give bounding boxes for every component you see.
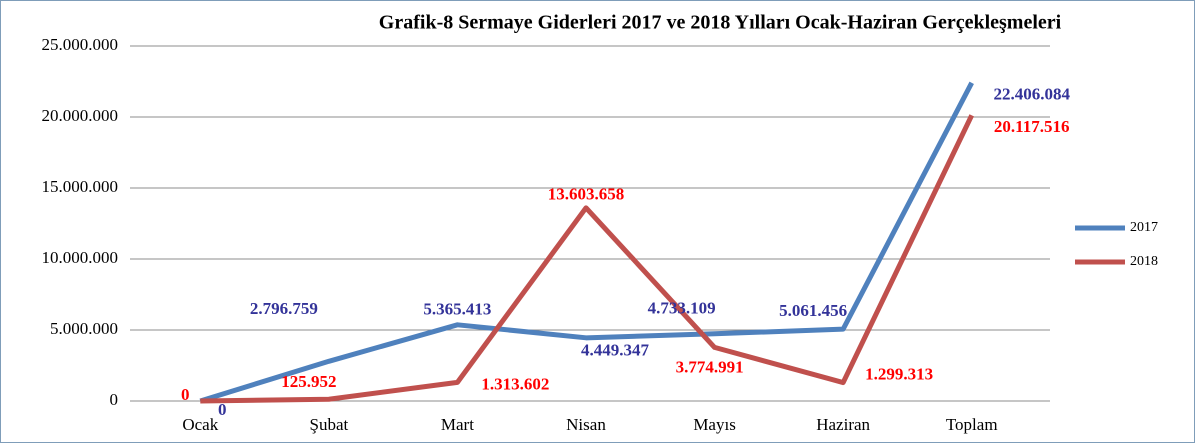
y-tick-label: 15.000.000 (42, 177, 119, 196)
data-label: 4.733.109 (648, 299, 716, 318)
x-tick-label: Nisan (566, 415, 606, 434)
data-label: 125.952 (281, 372, 336, 391)
y-tick-label: 0 (110, 390, 119, 409)
x-tick-label: Toplam (946, 415, 998, 434)
data-label: 1.313.602 (481, 374, 549, 393)
x-tick-label: Şubat (309, 415, 348, 434)
data-label: 20.117.516 (994, 117, 1070, 136)
data-label: 0 (218, 400, 227, 419)
data-label: 3.774.991 (676, 357, 744, 376)
chart-title: Grafik-8 Sermaye Giderleri 2017 ve 2018 … (379, 12, 1062, 34)
data-label: 13.603.658 (548, 185, 625, 204)
x-tick-label: Mart (441, 415, 474, 434)
x-tick-label: Mayıs (693, 415, 736, 434)
data-label: 4.449.347 (581, 341, 650, 360)
legend-label: 2017 (1130, 220, 1158, 235)
legend-label: 2018 (1130, 254, 1158, 269)
y-tick-label: 5.000.000 (50, 319, 118, 338)
data-label: 0 (181, 385, 190, 404)
x-tick-label: Ocak (182, 415, 218, 434)
x-tick-label: Haziran (816, 415, 870, 434)
data-label: 5.061.456 (779, 301, 847, 320)
data-label: 1.299.313 (865, 364, 933, 383)
data-label: 2.796.759 (250, 299, 318, 318)
series-line (199, 81, 974, 404)
data-label: 22.406.084 (993, 85, 1070, 104)
y-tick-label: 25.000.000 (42, 35, 119, 54)
series-line (200, 114, 974, 404)
y-tick-label: 20.000.000 (42, 106, 119, 125)
y-tick-label: 10.000.000 (42, 248, 119, 267)
data-label: 5.365.413 (423, 300, 491, 319)
